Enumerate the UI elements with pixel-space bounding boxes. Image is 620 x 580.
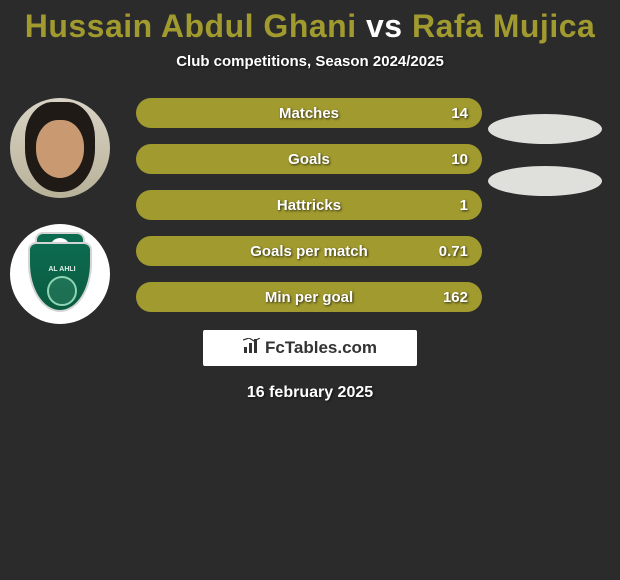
stat-text-wrap: Goals10: [136, 144, 482, 174]
side-pill: [488, 114, 602, 144]
stat-value: 14: [428, 105, 468, 122]
branding-badge: FcTables.com: [203, 330, 417, 366]
shield-text: AL AHLI: [30, 266, 94, 273]
stat-label: Min per goal: [190, 289, 428, 306]
date-label: 16 february 2025: [0, 384, 620, 402]
stat-value: 0.71: [428, 243, 468, 260]
stat-label: Goals: [190, 151, 428, 168]
stat-text-wrap: Min per goal162: [136, 282, 482, 312]
shield-body: AL AHLI: [28, 242, 92, 312]
stat-label: Hattricks: [190, 197, 428, 214]
shield-icon: AL AHLI: [28, 236, 92, 312]
subtitle: Club competitions, Season 2024/2025: [0, 53, 620, 70]
stat-text-wrap: Matches14: [136, 98, 482, 128]
stat-value: 10: [428, 151, 468, 168]
side-pills-column: [488, 114, 602, 218]
stat-text-wrap: Hattricks1: [136, 190, 482, 220]
comparison-title: Hussain Abdul Ghani vs Rafa Mujica: [0, 0, 620, 45]
title-player1: Hussain Abdul Ghani: [25, 8, 357, 44]
person-silhouette-face: [36, 120, 84, 178]
stat-text-wrap: Goals per match0.71: [136, 236, 482, 266]
stat-row: Goals per match0.71: [136, 236, 482, 266]
stat-value: 1: [428, 197, 468, 214]
avatars-column: AL AHLI: [10, 98, 110, 324]
shield-wreath: [47, 276, 77, 306]
stat-row: Min per goal162: [136, 282, 482, 312]
stat-row: Hattricks1: [136, 190, 482, 220]
bar-chart-icon: [243, 338, 261, 359]
branding-text: FcTables.com: [265, 338, 377, 358]
content-area: AL AHLI Matches14 Goals10 Hattricks1 Goals …: [0, 98, 620, 312]
title-player2: Rafa Mujica: [412, 8, 595, 44]
stat-value: 162: [428, 289, 468, 306]
stat-row: Matches14: [136, 98, 482, 128]
title-vs: vs: [366, 8, 403, 44]
player1-avatar: [10, 98, 110, 198]
stat-label: Goals per match: [190, 243, 428, 260]
side-pill: [488, 166, 602, 196]
stat-row: Goals10: [136, 144, 482, 174]
stat-label: Matches: [190, 105, 428, 122]
player2-club-badge: AL AHLI: [10, 224, 110, 324]
stats-column: Matches14 Goals10 Hattricks1 Goals per matc…: [136, 98, 482, 312]
